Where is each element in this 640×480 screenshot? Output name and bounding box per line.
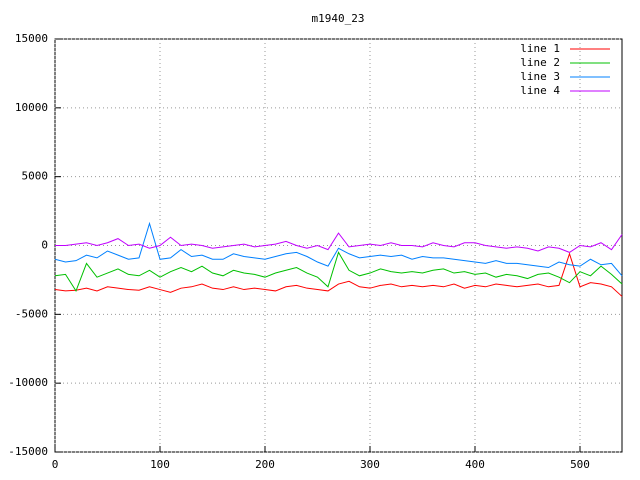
legend-label: line 4 <box>520 84 560 97</box>
y-tick-label: -15000 <box>8 445 48 458</box>
x-tick-label: 300 <box>360 458 380 471</box>
y-tick-label: 5000 <box>22 170 49 183</box>
series-line <box>54 252 623 297</box>
y-tick-label: -10000 <box>8 376 48 389</box>
y-tick-label: 0 <box>41 239 48 252</box>
series-line <box>54 251 623 293</box>
plot-frame <box>54 38 623 453</box>
legend-label: line 2 <box>520 56 560 69</box>
x-tick-label: 0 <box>52 458 59 471</box>
series-line <box>54 221 623 277</box>
y-tick-label: 10000 <box>15 101 48 114</box>
x-tick-label: 200 <box>255 458 275 471</box>
x-tick-label: 400 <box>465 458 485 471</box>
legend-label: line 1 <box>520 42 560 55</box>
x-tick-label: 100 <box>150 458 170 471</box>
series-line <box>55 232 623 253</box>
legend-label: line 3 <box>520 70 560 83</box>
y-tick-label: 15000 <box>15 32 48 45</box>
y-tick-label: -5000 <box>15 307 48 320</box>
chart-title: m1940_23 <box>312 12 365 25</box>
x-tick-label: 500 <box>570 458 590 471</box>
